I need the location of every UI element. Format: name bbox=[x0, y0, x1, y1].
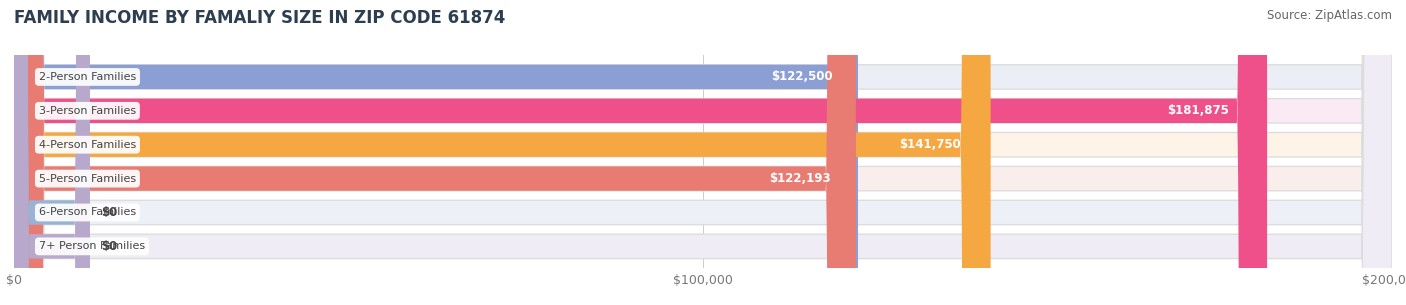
FancyBboxPatch shape bbox=[14, 0, 1392, 305]
FancyBboxPatch shape bbox=[14, 0, 1392, 305]
FancyBboxPatch shape bbox=[14, 0, 1392, 305]
Text: $122,193: $122,193 bbox=[769, 172, 831, 185]
Text: 2-Person Families: 2-Person Families bbox=[39, 72, 136, 82]
Text: 3-Person Families: 3-Person Families bbox=[39, 106, 136, 116]
Text: $0: $0 bbox=[101, 240, 117, 253]
FancyBboxPatch shape bbox=[14, 0, 90, 305]
Text: 4-Person Families: 4-Person Families bbox=[39, 140, 136, 150]
FancyBboxPatch shape bbox=[14, 0, 1392, 305]
FancyBboxPatch shape bbox=[14, 0, 1392, 305]
Text: 5-Person Families: 5-Person Families bbox=[39, 174, 136, 184]
FancyBboxPatch shape bbox=[14, 0, 1392, 305]
Text: $122,500: $122,500 bbox=[770, 70, 832, 84]
Text: Source: ZipAtlas.com: Source: ZipAtlas.com bbox=[1267, 9, 1392, 22]
FancyBboxPatch shape bbox=[14, 0, 90, 305]
Text: 7+ Person Families: 7+ Person Families bbox=[39, 241, 145, 251]
Text: 6-Person Families: 6-Person Families bbox=[39, 207, 136, 217]
FancyBboxPatch shape bbox=[14, 0, 856, 305]
Text: $181,875: $181,875 bbox=[1167, 104, 1229, 117]
Text: $0: $0 bbox=[101, 206, 117, 219]
Text: FAMILY INCOME BY FAMALIY SIZE IN ZIP CODE 61874: FAMILY INCOME BY FAMALIY SIZE IN ZIP COD… bbox=[14, 9, 505, 27]
Text: $141,750: $141,750 bbox=[900, 138, 962, 151]
FancyBboxPatch shape bbox=[14, 0, 991, 305]
FancyBboxPatch shape bbox=[14, 0, 858, 305]
FancyBboxPatch shape bbox=[14, 0, 1267, 305]
